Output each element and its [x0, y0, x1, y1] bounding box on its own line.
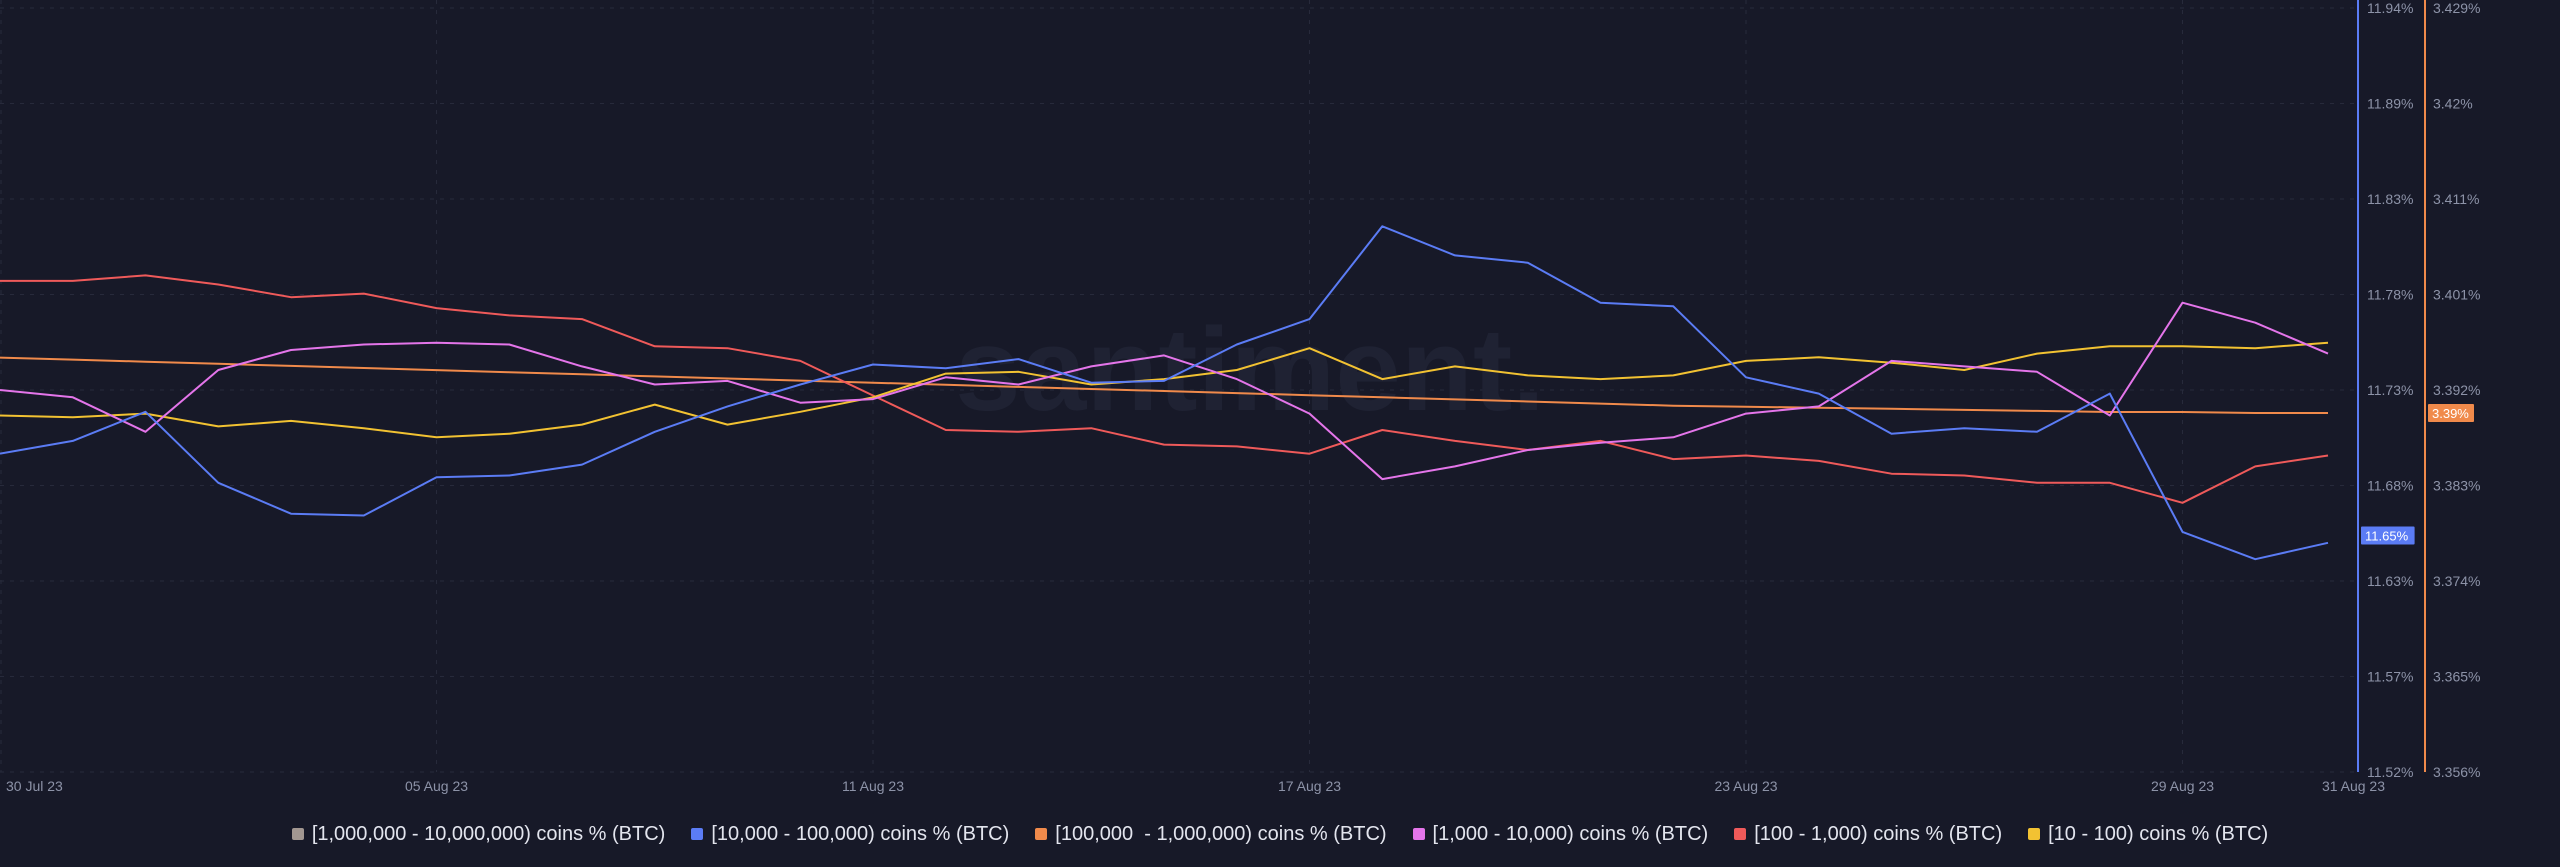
left-axis-tick-label: 11.78% — [2367, 287, 2413, 303]
legend-item[interactable]: [100 - 1,000) coins % (BTC) — [1734, 823, 2002, 846]
watermark: santiment. — [955, 304, 1545, 436]
x-axis-tick-label: 23 Aug 23 — [1714, 778, 1777, 794]
left-axis-tick-label: 11.94% — [2367, 0, 2413, 16]
x-axis-tick-label: 11 Aug 23 — [842, 778, 904, 794]
right-axis-tick-label: 3.401% — [2433, 287, 2480, 303]
series-line — [0, 341, 2329, 439]
legend: [1,000,000 - 10,000,000) coins % (BTC) [1… — [0, 818, 2560, 850]
legend-item[interactable]: [10,000 - 100,000) coins % (BTC) — [691, 823, 1009, 846]
x-axis-tick-label: 29 Aug 23 — [2151, 778, 2214, 794]
left-axis-tick-label: 11.73% — [2367, 382, 2413, 398]
legend-label: [100 - 1,000) coins % (BTC) — [1754, 822, 2003, 845]
right-axis-tick-label: 3.411% — [2433, 191, 2479, 207]
axes: 11.94% 3.429% 11.89% 3.42% 11.83% 3.411% 11.78… — [6, 0, 2480, 794]
legend-label: [10 - 100) coins % (BTC) — [2048, 822, 2269, 845]
legend-swatch — [1412, 828, 1425, 840]
right-axis-tick-label: 3.383% — [2433, 478, 2480, 494]
left-axis-current-badge — [2361, 526, 2415, 545]
right-axis-current-badge-label: 3.39% — [2432, 406, 2469, 421]
right-axis-tick-label: 3.429% — [2433, 0, 2480, 16]
left-axis-tick-label: 11.52% — [2367, 764, 2413, 780]
legend-label: [10,000 - 100,000) coins % (BTC) — [711, 822, 1010, 845]
series-line — [0, 301, 2329, 481]
series-line — [0, 225, 2329, 561]
left-axis-tick-label: 11.57% — [2367, 669, 2413, 685]
right-axis-tick-label: 3.374% — [2433, 573, 2480, 589]
legend-swatch — [1734, 828, 1747, 840]
x-axis-tick-label: 05 Aug 23 — [405, 778, 468, 794]
x-axis-tick-label: 31 Aug 23 — [2322, 778, 2385, 794]
legend-item[interactable]: [1,000 - 10,000) coins % (BTC) — [1412, 822, 1709, 846]
legend-label: [100,000 - 1,000,000) coins % (BTC) — [1055, 822, 1387, 845]
legend-item[interactable]: [10 - 100) coins % (BTC) — [2028, 823, 2268, 846]
right-axis-tick-label: 3.365% — [2433, 669, 2480, 685]
right-axis-tick-label: 3.392% — [2433, 382, 2480, 398]
series-line — [0, 356, 2328, 414]
grid-lines — [0, 0, 2358, 773]
legend-label: [1,000 - 10,000) coins % (BTC) — [1432, 822, 1709, 845]
legend-swatch — [1035, 828, 1048, 840]
left-axis-current-badge-label: 11.65% — [2365, 529, 2409, 544]
legend-item[interactable]: [1,000,000 - 10,000,000) coins % (BTC) — [291, 822, 666, 846]
right-axis-current-badge — [2428, 404, 2474, 423]
x-axis-tick-label: 30 Jul 23 — [6, 778, 63, 794]
series-line — [0, 274, 2329, 504]
left-axis-tick-label: 11.63% — [2367, 573, 2413, 589]
series-lines — [0, 225, 2329, 561]
legend-item[interactable]: [100,000 - 1,000,000) coins % (BTC) — [1035, 822, 1387, 846]
legend-swatch — [2028, 828, 2041, 840]
right-axis-tick-label: 3.356% — [2433, 764, 2480, 780]
right-axis-tick-label: 3.42% — [2433, 96, 2473, 112]
legend-swatch — [691, 828, 704, 840]
legend-label: [1,000,000 - 10,000,000) coins % (BTC) — [311, 822, 666, 845]
left-axis-tick-label: 11.89% — [2367, 96, 2413, 112]
left-axis-tick-label: 11.83% — [2367, 191, 2413, 207]
legend-swatch — [291, 828, 304, 840]
left-axis-tick-label: 11.68% — [2367, 478, 2413, 494]
x-axis-tick-label: 17 Aug 23 — [1278, 778, 1341, 794]
